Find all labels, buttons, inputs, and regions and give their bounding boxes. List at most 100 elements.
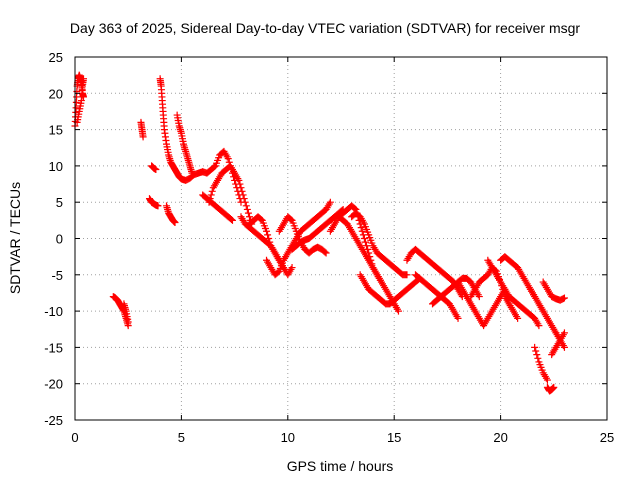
data-point xyxy=(237,184,245,192)
data-point xyxy=(514,314,522,322)
data-point xyxy=(240,195,248,203)
data-point xyxy=(239,191,247,199)
grid xyxy=(75,57,607,420)
data-point xyxy=(274,268,282,276)
data-point xyxy=(154,202,162,210)
data-point xyxy=(560,329,568,337)
series-arc-17 xyxy=(275,213,330,257)
y-tick-label: 5 xyxy=(56,195,63,210)
data-point xyxy=(560,343,568,351)
data-point xyxy=(228,216,236,224)
data-point xyxy=(531,343,539,351)
data-point xyxy=(534,354,542,362)
data-point xyxy=(475,293,483,301)
data-point xyxy=(560,294,568,302)
series-arc-7 xyxy=(148,162,160,174)
data-point xyxy=(394,307,402,315)
data-point xyxy=(124,318,132,326)
axis-ticks: -25 -20 -15 -10 -5 0 5 10 15 20 25 0 5 10 15 20 25 xyxy=(44,50,614,445)
data-point xyxy=(363,242,371,250)
data-point xyxy=(152,166,160,174)
data-point xyxy=(235,176,243,184)
series-arc-20 xyxy=(335,213,385,286)
series-arc-23 xyxy=(403,245,466,301)
data-point xyxy=(80,75,88,83)
series-arc-30 xyxy=(526,285,560,337)
series-arc-4 xyxy=(120,300,132,326)
series-arc-35 xyxy=(539,278,568,304)
data-point xyxy=(171,219,179,227)
data-point xyxy=(245,213,253,221)
series-arc-31 xyxy=(531,343,551,384)
series-arc-32 xyxy=(543,383,558,395)
data-point xyxy=(207,191,215,199)
y-tick-label: -20 xyxy=(44,377,63,392)
data-point xyxy=(227,215,235,223)
data-point xyxy=(243,205,251,213)
data-point xyxy=(326,198,334,206)
data-point xyxy=(208,187,216,195)
data-point xyxy=(377,278,385,286)
y-tick-label: 25 xyxy=(49,50,63,65)
series-arc-9 xyxy=(163,202,179,227)
series-arc-34 xyxy=(552,329,568,351)
series-arc-12 xyxy=(199,191,236,224)
series-arc-21 xyxy=(348,209,411,279)
data-point xyxy=(403,271,411,279)
data-point xyxy=(288,264,296,272)
series-arc-28 xyxy=(484,256,543,330)
data-point xyxy=(358,227,366,235)
y-tick-label: -15 xyxy=(44,340,63,355)
series-arc-24 xyxy=(411,271,462,322)
series-arc-18 xyxy=(288,205,347,253)
data-point xyxy=(263,227,271,235)
data-point xyxy=(210,163,218,171)
data-point xyxy=(454,314,462,322)
data-point xyxy=(236,180,244,188)
x-tick-label: 20 xyxy=(493,430,507,445)
x-axis-label: GPS time / hours xyxy=(287,458,394,474)
series-arc-6 xyxy=(145,195,162,210)
data-point xyxy=(266,238,274,246)
data-point xyxy=(265,235,273,242)
x-tick-label: 10 xyxy=(281,430,295,445)
chart-title: Day 363 of 2025, Sidereal Day-to-day VTE… xyxy=(70,20,580,36)
series-arc-15 xyxy=(245,213,296,279)
x-tick-label: 15 xyxy=(387,430,401,445)
data-point xyxy=(224,155,232,163)
series-arc-19 xyxy=(326,202,402,315)
y-tick-label: 15 xyxy=(49,123,63,138)
y-tick-label: 20 xyxy=(49,86,63,101)
data-point xyxy=(532,347,540,355)
data-point xyxy=(264,231,272,239)
data-points xyxy=(71,71,568,395)
data-point xyxy=(550,383,558,391)
data-point xyxy=(321,248,329,256)
data-point xyxy=(206,195,214,203)
y-tick-label: 10 xyxy=(49,159,63,174)
data-point xyxy=(360,235,368,242)
x-tick-label: 5 xyxy=(178,430,185,445)
data-point xyxy=(543,376,551,384)
data-point xyxy=(139,133,147,141)
series-arc-2 xyxy=(73,75,88,126)
data-point xyxy=(287,215,295,223)
data-point xyxy=(257,215,265,223)
data-point xyxy=(188,169,196,177)
x-tick-label: 25 xyxy=(600,430,614,445)
data-point xyxy=(322,249,330,257)
y-tick-label: 0 xyxy=(56,232,63,247)
data-point xyxy=(238,187,246,195)
data-point xyxy=(241,198,249,206)
data-point xyxy=(242,202,250,210)
data-point xyxy=(361,238,369,246)
data-point xyxy=(357,224,365,232)
data-point xyxy=(205,198,213,206)
series-arc-10 xyxy=(173,111,196,177)
series-arc-13 xyxy=(205,162,256,228)
series-arc-22 xyxy=(356,271,424,308)
data-point xyxy=(244,209,252,217)
y-axis-label: SDTVAR / TECUs xyxy=(7,182,23,294)
data-point xyxy=(533,351,541,359)
